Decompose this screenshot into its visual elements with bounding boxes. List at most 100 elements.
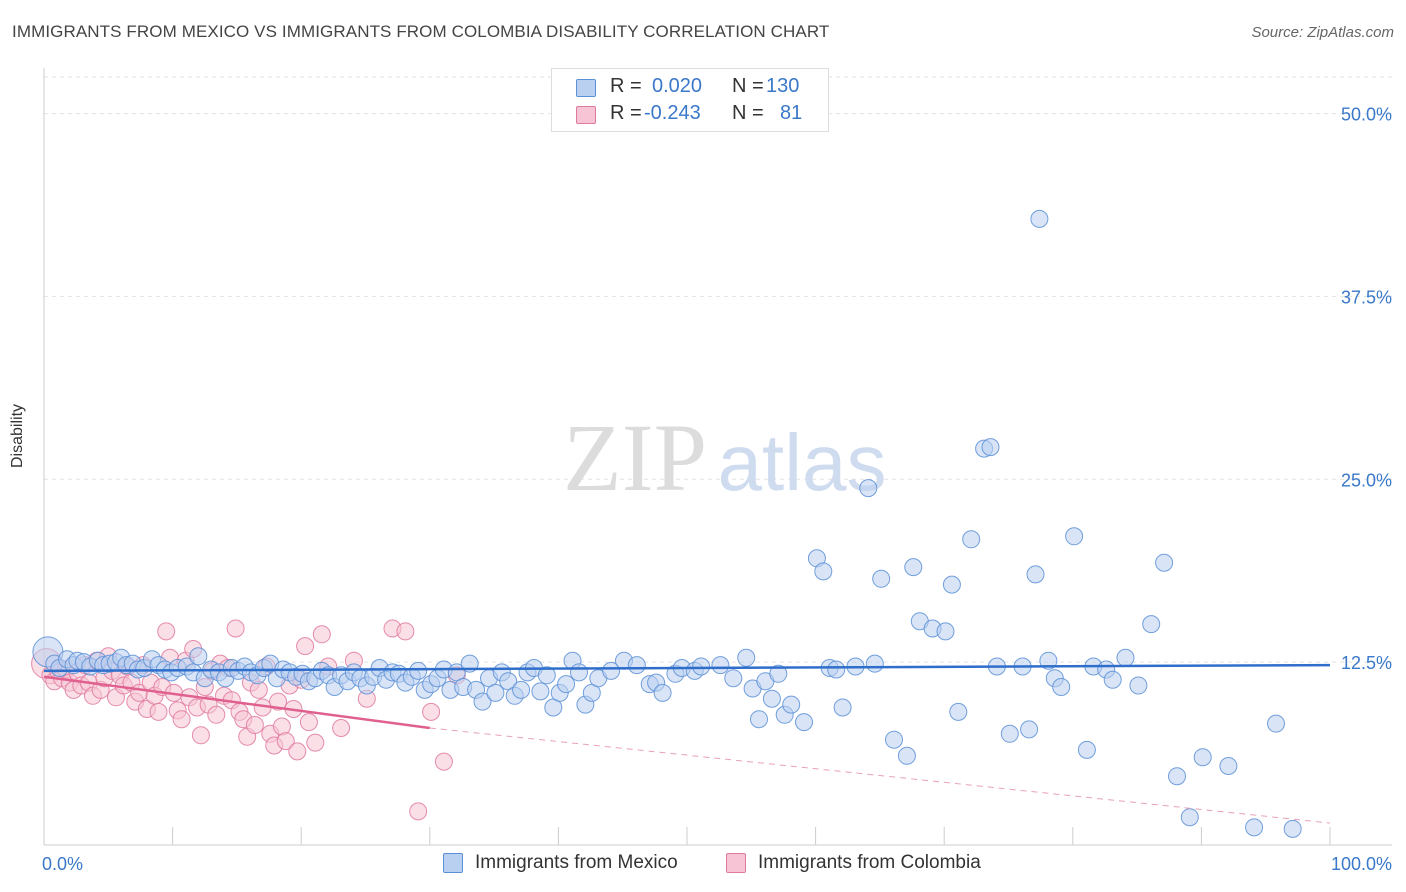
- point-mexico: [1020, 720, 1039, 739]
- point-mexico: [1193, 748, 1212, 767]
- point-mexico: [409, 661, 428, 680]
- point-mexico: [1039, 651, 1058, 670]
- point-mexico: [981, 438, 1000, 457]
- point-mexico: [1155, 553, 1174, 572]
- bottom-legend-swatch-colombia: [726, 853, 746, 873]
- point-mexico: [531, 682, 550, 701]
- tick-labels: 12.5% 25.0% 37.5% 50.0% 0.0% 100.0%: [42, 105, 1392, 874]
- series-colombia-points: [31, 619, 466, 821]
- point-mexico: [653, 683, 672, 702]
- point-mexico: [537, 666, 556, 685]
- point-mexico: [795, 713, 813, 732]
- point-mexico: [1116, 648, 1135, 667]
- point-mexico: [1168, 767, 1186, 786]
- legend-n-label: N =: [732, 75, 764, 97]
- point-mexico: [1142, 615, 1161, 634]
- legend-row-mexico: R = 0.020 N = 130: [552, 75, 828, 101]
- point-mexico: [833, 698, 852, 717]
- point-mexico: [1000, 724, 1019, 743]
- point-colombia: [276, 732, 295, 751]
- series-mexico-points: [32, 209, 1302, 838]
- point-colombia: [157, 622, 176, 641]
- point-mexico: [1026, 565, 1045, 584]
- chart-source: Source: ZipAtlas.com: [1251, 24, 1394, 41]
- legend-r-value: 0.020: [652, 75, 703, 97]
- point-colombia: [191, 726, 210, 745]
- watermark-zip: ZIP: [563, 404, 707, 511]
- point-colombia: [172, 710, 191, 729]
- point-mexico: [962, 530, 981, 549]
- point-mexico: [557, 675, 576, 694]
- y-tick-label: 12.5%: [1341, 653, 1392, 673]
- legend-n-value: 81: [780, 102, 803, 124]
- legend-swatch-mexico: [576, 79, 596, 97]
- point-mexico: [872, 569, 891, 588]
- point-mexico: [486, 683, 505, 702]
- axes: [43, 68, 1392, 846]
- grid-lines: [44, 76, 1392, 663]
- trend-line-colombia: [43, 675, 430, 730]
- legend-r-label: R =: [610, 102, 642, 124]
- legend-n-value: 130: [766, 75, 800, 97]
- legend-n-label: N =: [732, 102, 764, 124]
- y-tick-label: 50.0%: [1341, 105, 1392, 125]
- point-colombia: [312, 625, 331, 644]
- point-colombia: [299, 713, 318, 732]
- correlation-legend: R = 0.020 N = 130 R = -0.243 N = 81: [551, 68, 829, 132]
- point-mexico: [936, 622, 955, 641]
- bottom-legend-label-colombia: Immigrants from Colombia: [758, 852, 981, 873]
- point-mexico: [1267, 714, 1285, 733]
- point-mexico: [814, 562, 833, 581]
- point-mexico: [949, 702, 968, 721]
- point-mexico: [692, 657, 711, 676]
- chart-title: IMMIGRANTS FROM MEXICO VS IMMIGRANTS FRO…: [12, 22, 830, 41]
- point-mexico: [711, 656, 730, 675]
- y-tick-label: 25.0%: [1341, 470, 1392, 490]
- point-colombia: [288, 742, 307, 761]
- trend-lines: [43, 663, 1331, 824]
- point-colombia: [296, 637, 315, 656]
- point-mexico: [602, 661, 621, 680]
- point-colombia: [409, 802, 428, 821]
- point-colombia: [269, 692, 288, 711]
- point-mexico: [1103, 670, 1122, 689]
- trend-line-mexico: [43, 663, 1331, 673]
- point-mexico: [724, 669, 743, 688]
- point-mexico: [750, 710, 768, 729]
- legend-row-colombia: R = -0.243 N = 81: [552, 102, 828, 128]
- x-tick-label: 100.0%: [1331, 854, 1392, 874]
- point-mexico: [827, 660, 846, 679]
- watermark-atlas: atlas: [718, 418, 887, 507]
- trend-extension-colombia: [429, 727, 1331, 824]
- point-mexico: [1129, 676, 1148, 695]
- legend-swatch-colombia: [576, 106, 596, 124]
- point-mexico: [189, 647, 208, 666]
- point-mexico: [1052, 678, 1071, 696]
- point-mexico: [1065, 527, 1084, 546]
- point-colombia: [422, 702, 441, 721]
- point-mexico: [762, 689, 781, 708]
- point-colombia: [332, 719, 351, 737]
- point-mexico: [782, 695, 801, 714]
- point-mexico: [897, 746, 916, 765]
- point-mexico: [1180, 808, 1199, 827]
- point-mexico: [1077, 740, 1096, 759]
- point-mexico: [1219, 757, 1238, 775]
- bottom-legend-swatch-mexico: [443, 853, 463, 873]
- point-colombia: [396, 622, 415, 641]
- bottom-legend-label-mexico: Immigrants from Mexico: [475, 852, 678, 873]
- point-mexico: [859, 479, 878, 498]
- point-colombia: [149, 702, 168, 721]
- point-mexico: [865, 654, 884, 673]
- point-mexico: [1283, 819, 1302, 838]
- point-colombia: [226, 619, 245, 638]
- point-mexico: [570, 663, 588, 682]
- point-mexico: [627, 656, 646, 675]
- point-colombia: [434, 752, 453, 771]
- x-tick-label: 0.0%: [42, 854, 83, 874]
- point-mexico: [942, 575, 961, 594]
- point-mexico: [904, 558, 923, 577]
- point-mexico: [885, 730, 903, 749]
- point-mexico: [512, 680, 531, 699]
